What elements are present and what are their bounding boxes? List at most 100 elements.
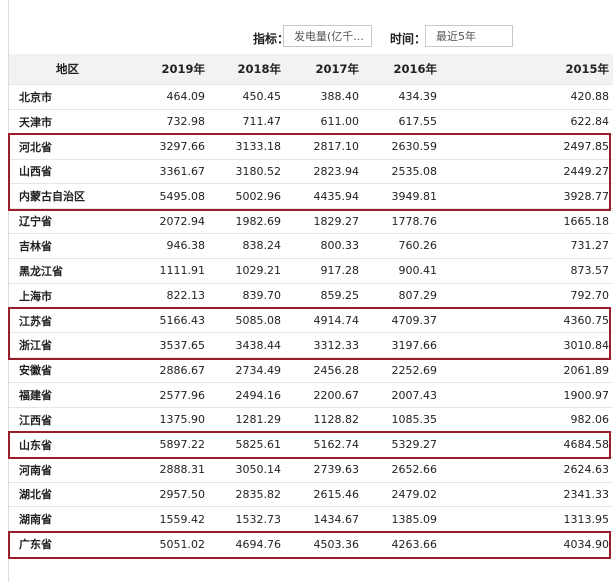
- value-cell: 388.40: [285, 84, 363, 110]
- region-cell: 安徽省: [9, 357, 129, 383]
- value-cell: 2341.33: [441, 481, 613, 507]
- table-row: 河北省 3297.66 3133.18 2817.10 2630.59 2497.85: [9, 133, 613, 160]
- column-header-region[interactable]: 地区: [9, 54, 129, 85]
- value-cell: 3537.65: [129, 332, 209, 358]
- value-cell: 450.45: [209, 84, 285, 110]
- table-row: 江西省 1375.90 1281.29 1128.82 1085.35 982.06: [9, 406, 613, 433]
- value-cell: 2456.28: [285, 357, 363, 383]
- value-cell: 3928.77: [441, 183, 613, 209]
- value-cell: 4435.94: [285, 183, 363, 209]
- value-cell: 2888.31: [129, 456, 209, 482]
- indicator-label: 指标：: [253, 32, 290, 46]
- table-row: 湖北省 2957.50 2835.82 2615.46 2479.02 2341.33: [9, 481, 613, 507]
- value-cell: 611.00: [285, 108, 363, 135]
- data-table: 地区 2019年 2018年 2017年 2016年 2015年 北京市 464.09 450…: [9, 54, 613, 557]
- value-cell: 807.29: [363, 282, 441, 309]
- value-cell: 732.98: [129, 108, 209, 135]
- table-row: 河南省 2888.31 3050.14 2739.63 2652.66 2624.63: [9, 456, 613, 482]
- table-row: 浙江省 3537.65 3438.44 3312.33 3197.66 3010.84: [9, 332, 613, 358]
- value-cell: 3297.66: [129, 133, 209, 160]
- value-cell: 5002.96: [209, 183, 285, 209]
- table-row: 天津市 732.98 711.47 611.00 617.55 622.84: [9, 108, 613, 135]
- value-cell: 3949.81: [363, 183, 441, 209]
- value-cell: 1778.76: [363, 208, 441, 234]
- value-cell: 1375.90: [129, 406, 209, 433]
- value-cell: 2734.49: [209, 357, 285, 383]
- value-cell: 1111.91: [129, 257, 209, 284]
- value-cell: 711.47: [209, 108, 285, 135]
- table-panel: [8, 0, 614, 582]
- value-cell: 5162.74: [285, 431, 363, 458]
- value-cell: 4360.75: [441, 307, 613, 333]
- region-cell: 江苏省: [9, 307, 129, 333]
- value-cell: 1532.73: [209, 506, 285, 532]
- value-cell: 873.57: [441, 257, 613, 284]
- column-header-year[interactable]: 2015年: [441, 54, 613, 85]
- region-cell: 江西省: [9, 406, 129, 433]
- region-cell: 辽宁省: [9, 208, 129, 234]
- table-row: 广东省 5051.02 4694.76 4503.36 4263.66 4034.90: [9, 531, 613, 557]
- value-cell: 1982.69: [209, 208, 285, 234]
- value-cell: 1900.97: [441, 382, 613, 408]
- table-row: 安徽省 2886.67 2734.49 2456.28 2252.69 2061.89: [9, 357, 613, 383]
- value-cell: 5166.43: [129, 307, 209, 333]
- table-row: 黑龙江省 1111.91 1029.21 917.28 900.41 873.57: [9, 257, 613, 284]
- value-cell: 1085.35: [363, 406, 441, 433]
- value-cell: 982.06: [441, 406, 613, 433]
- indicator-select[interactable]: 发电量(亿千...: [283, 25, 372, 47]
- region-cell: 福建省: [9, 382, 129, 408]
- column-header-year[interactable]: 2016年: [363, 54, 441, 85]
- time-label: 时间：: [390, 32, 427, 46]
- filter-bar: 指标： 发电量(亿千... 时间： 最近5年: [0, 25, 614, 51]
- region-cell: 浙江省: [9, 332, 129, 358]
- value-cell: 2835.82: [209, 481, 285, 507]
- value-cell: 2072.94: [129, 208, 209, 234]
- value-cell: 2535.08: [363, 158, 441, 184]
- region-cell: 河南省: [9, 456, 129, 482]
- value-cell: 5825.61: [209, 431, 285, 458]
- value-cell: 3438.44: [209, 332, 285, 358]
- value-cell: 3133.18: [209, 133, 285, 160]
- value-cell: 2252.69: [363, 357, 441, 383]
- value-cell: 1829.27: [285, 208, 363, 234]
- value-cell: 5897.22: [129, 431, 209, 458]
- value-cell: 3180.52: [209, 158, 285, 184]
- column-header-year[interactable]: 2019年: [129, 54, 209, 85]
- value-cell: 2957.50: [129, 481, 209, 507]
- table-row: 山西省 3361.67 3180.52 2823.94 2535.08 2449.27: [9, 158, 613, 184]
- table-row: 福建省 2577.96 2494.16 2200.67 2007.43 1900.97: [9, 382, 613, 408]
- value-cell: 2479.02: [363, 481, 441, 507]
- region-cell: 山西省: [9, 158, 129, 184]
- region-cell: 内蒙古自治区: [9, 183, 129, 209]
- value-cell: 838.24: [209, 233, 285, 259]
- value-cell: 5051.02: [129, 531, 209, 557]
- region-cell: 黑龙江省: [9, 257, 129, 284]
- region-cell: 北京市: [9, 84, 129, 110]
- region-cell: 湖南省: [9, 506, 129, 532]
- region-cell: 天津市: [9, 108, 129, 135]
- value-cell: 1385.09: [363, 506, 441, 532]
- column-header-year[interactable]: 2018年: [209, 54, 285, 85]
- value-cell: 3312.33: [285, 332, 363, 358]
- value-cell: 420.88: [441, 84, 613, 110]
- value-cell: 5495.08: [129, 183, 209, 209]
- value-cell: 2200.67: [285, 382, 363, 408]
- table-row: 北京市 464.09 450.45 388.40 434.39 420.88: [9, 84, 613, 110]
- time-select[interactable]: 最近5年: [425, 25, 513, 47]
- table-row: 吉林省 946.38 838.24 800.33 760.26 731.27: [9, 233, 613, 259]
- value-cell: 900.41: [363, 257, 441, 284]
- value-cell: 2615.46: [285, 481, 363, 507]
- value-cell: 2739.63: [285, 456, 363, 482]
- value-cell: 3050.14: [209, 456, 285, 482]
- value-cell: 822.13: [129, 282, 209, 309]
- value-cell: 3010.84: [441, 332, 613, 358]
- value-cell: 2624.63: [441, 456, 613, 482]
- value-cell: 1665.18: [441, 208, 613, 234]
- value-cell: 1128.82: [285, 406, 363, 433]
- value-cell: 839.70: [209, 282, 285, 309]
- value-cell: 5085.08: [209, 307, 285, 333]
- column-header-year[interactable]: 2017年: [285, 54, 363, 85]
- value-cell: 2494.16: [209, 382, 285, 408]
- value-cell: 622.84: [441, 108, 613, 135]
- value-cell: 2823.94: [285, 158, 363, 184]
